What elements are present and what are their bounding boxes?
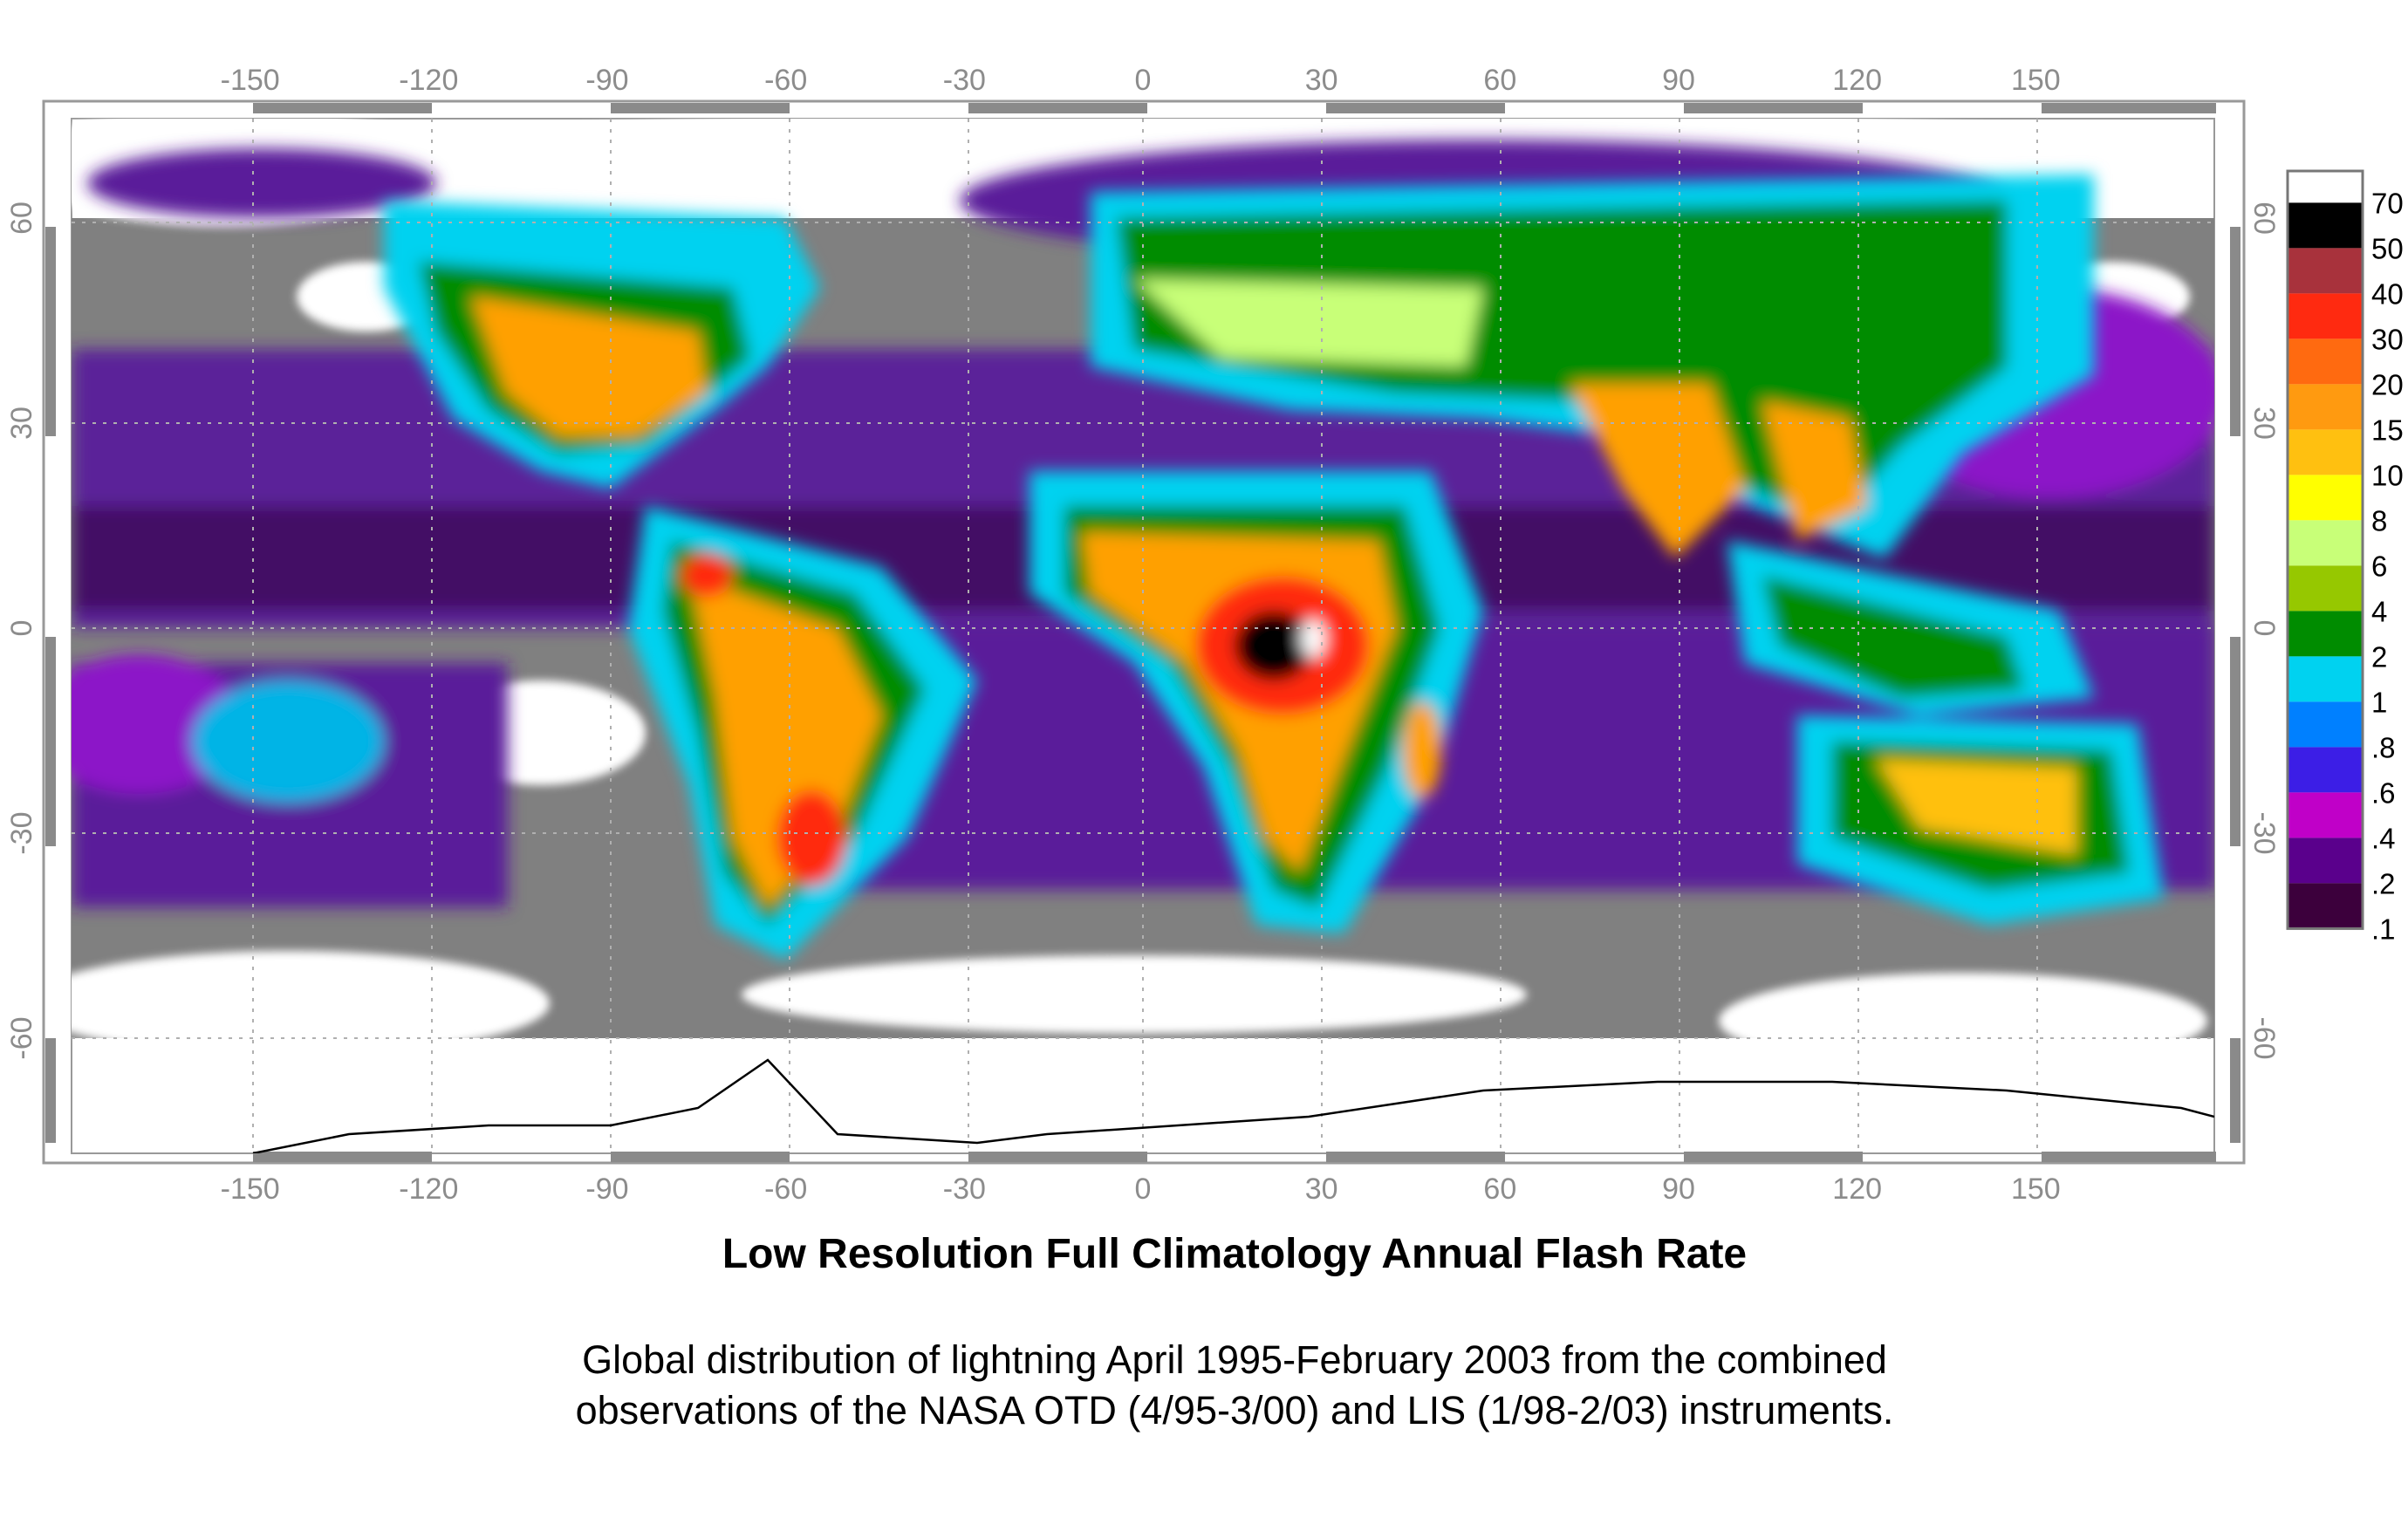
colorbar: 70 50 40 30 20 15 10 8 6 4 2 1 .8 .6 .4 .2 .1 [2286, 169, 2404, 945]
colorbar-swatch [2288, 248, 2363, 294]
latitude-tick-right: -30 [2247, 811, 2281, 854]
longitude-tick-bottom: -30 [943, 1173, 986, 1206]
colorbar-label: .2 [2371, 867, 2396, 899]
colorbar-label: 15 [2371, 414, 2404, 446]
colorbar-swatch [2288, 792, 2363, 838]
latitude-tick-right: 60 [2247, 202, 2281, 235]
latitude-tick-right: -60 [2247, 1016, 2281, 1059]
colorbar-swatch [2288, 520, 2363, 566]
colorbar-swatch [2288, 338, 2363, 385]
colorbar-label: 10 [2371, 459, 2404, 491]
colorbar-swatch [2288, 384, 2363, 430]
colorbar-swatch [2288, 656, 2363, 702]
latitude-tick-left: 0 [5, 620, 38, 637]
frame-graduation-bars [45, 103, 2240, 1162]
colorbar-label: 4 [2371, 595, 2387, 627]
longitude-tick-bottom: -120 [399, 1173, 458, 1206]
colorbar-swatch [2288, 883, 2363, 929]
latitude-tick-left: 60 [5, 202, 38, 235]
longitude-tick-top: 60 [1483, 64, 1516, 97]
longitude-tick-top: 90 [1662, 64, 1695, 97]
latitude-ticks-right: 60 30 0 -30 -60 [2247, 202, 2281, 1059]
longitude-tick-top: -60 [764, 64, 807, 97]
colorbar-label: 50 [2371, 232, 2404, 264]
map-frame-outer [42, 99, 2246, 1165]
longitude-tick-bottom: 30 [1305, 1173, 1338, 1206]
longitude-tick-top: -30 [943, 64, 986, 97]
longitude-tick-top: -90 [585, 64, 628, 97]
colorbar-label: 40 [2371, 277, 2404, 310]
longitude-tick-top: 30 [1305, 64, 1338, 97]
caption-line-2: observations of the NASA OTD (4/95-3/00)… [575, 1388, 1894, 1433]
latitude-tick-left: -60 [5, 1016, 38, 1059]
longitude-tick-bottom: 150 [2011, 1173, 2061, 1206]
caption-line-1: Global distribution of lightning April 1… [582, 1337, 1887, 1382]
latitude-tick-right: 30 [2247, 407, 2281, 440]
colorbar-swatch [2288, 475, 2363, 521]
colorbar-swatch [2288, 701, 2363, 748]
colorbar-label: 1 [2371, 686, 2387, 718]
colorbar-swatch [2288, 838, 2363, 884]
longitude-tick-top: -150 [221, 64, 280, 97]
longitude-tick-bottom: -60 [764, 1173, 807, 1206]
longitude-ticks-top: -150 -120 -90 -60 -30 0 30 60 90 120 150 [221, 64, 2061, 97]
colorbar-label: 30 [2371, 323, 2404, 355]
colorbar-swatch [2288, 747, 2363, 793]
map-land-flash-rates [384, 174, 2164, 960]
longitude-tick-bottom: -150 [221, 1173, 280, 1206]
latitude-tick-left: -30 [5, 811, 38, 854]
colorbar-label: .1 [2371, 913, 2396, 945]
longitude-tick-bottom: 0 [1135, 1173, 1152, 1206]
latitude-ticks-left: 60 30 0 -30 -60 [5, 202, 38, 1059]
longitude-tick-bottom: 60 [1483, 1173, 1516, 1206]
colorbar-swatch [2288, 565, 2363, 612]
colorbar-swatch [2288, 429, 2363, 475]
longitude-tick-bottom: -90 [585, 1173, 628, 1206]
map-title: Low Resolution Full Climatology Annual F… [722, 1231, 1748, 1277]
colorbar-label: .8 [2371, 731, 2396, 763]
lightning-flash-rate-map: -150 -120 -90 -60 -30 0 30 60 90 120 150 -150 -120-… [5, 64, 2404, 1206]
colorbar-label: 20 [2371, 368, 2404, 400]
colorbar-border [2286, 169, 2364, 930]
longitude-tick-bottom: 120 [1832, 1173, 1882, 1206]
colorbar-label: .6 [2371, 776, 2396, 809]
map-caption: Global distribution of lightning April 1… [0, 1335, 2408, 1436]
latitude-tick-right: 0 [2247, 620, 2281, 637]
longitude-tick-top: -120 [399, 64, 458, 97]
colorbar-label: 6 [2371, 550, 2387, 582]
colorbar-label: 70 [2371, 187, 2404, 219]
colorbar-label: 8 [2371, 504, 2387, 537]
colorbar-swatch [2288, 611, 2363, 657]
colorbar-label: 2 [2371, 640, 2387, 673]
colorbar-swatch [2288, 293, 2363, 339]
latitude-tick-left: 30 [5, 407, 38, 440]
longitude-tick-top: 120 [1832, 64, 1882, 97]
longitude-tick-top: 0 [1135, 64, 1152, 97]
longitude-tick-bottom: 90 [1662, 1173, 1695, 1206]
longitude-tick-top: 150 [2011, 64, 2061, 97]
antarctica-outline [252, 1058, 2214, 1153]
colorbar-label: .4 [2371, 822, 2396, 854]
longitude-ticks-bottom: -150 -120 -90 -60 -30 0 30 60 90 120 150 [221, 1173, 2061, 1206]
colorbar-swatch-top [2288, 171, 2363, 203]
map-graticule [72, 119, 2214, 1153]
colorbar-swatch [2288, 202, 2363, 249]
